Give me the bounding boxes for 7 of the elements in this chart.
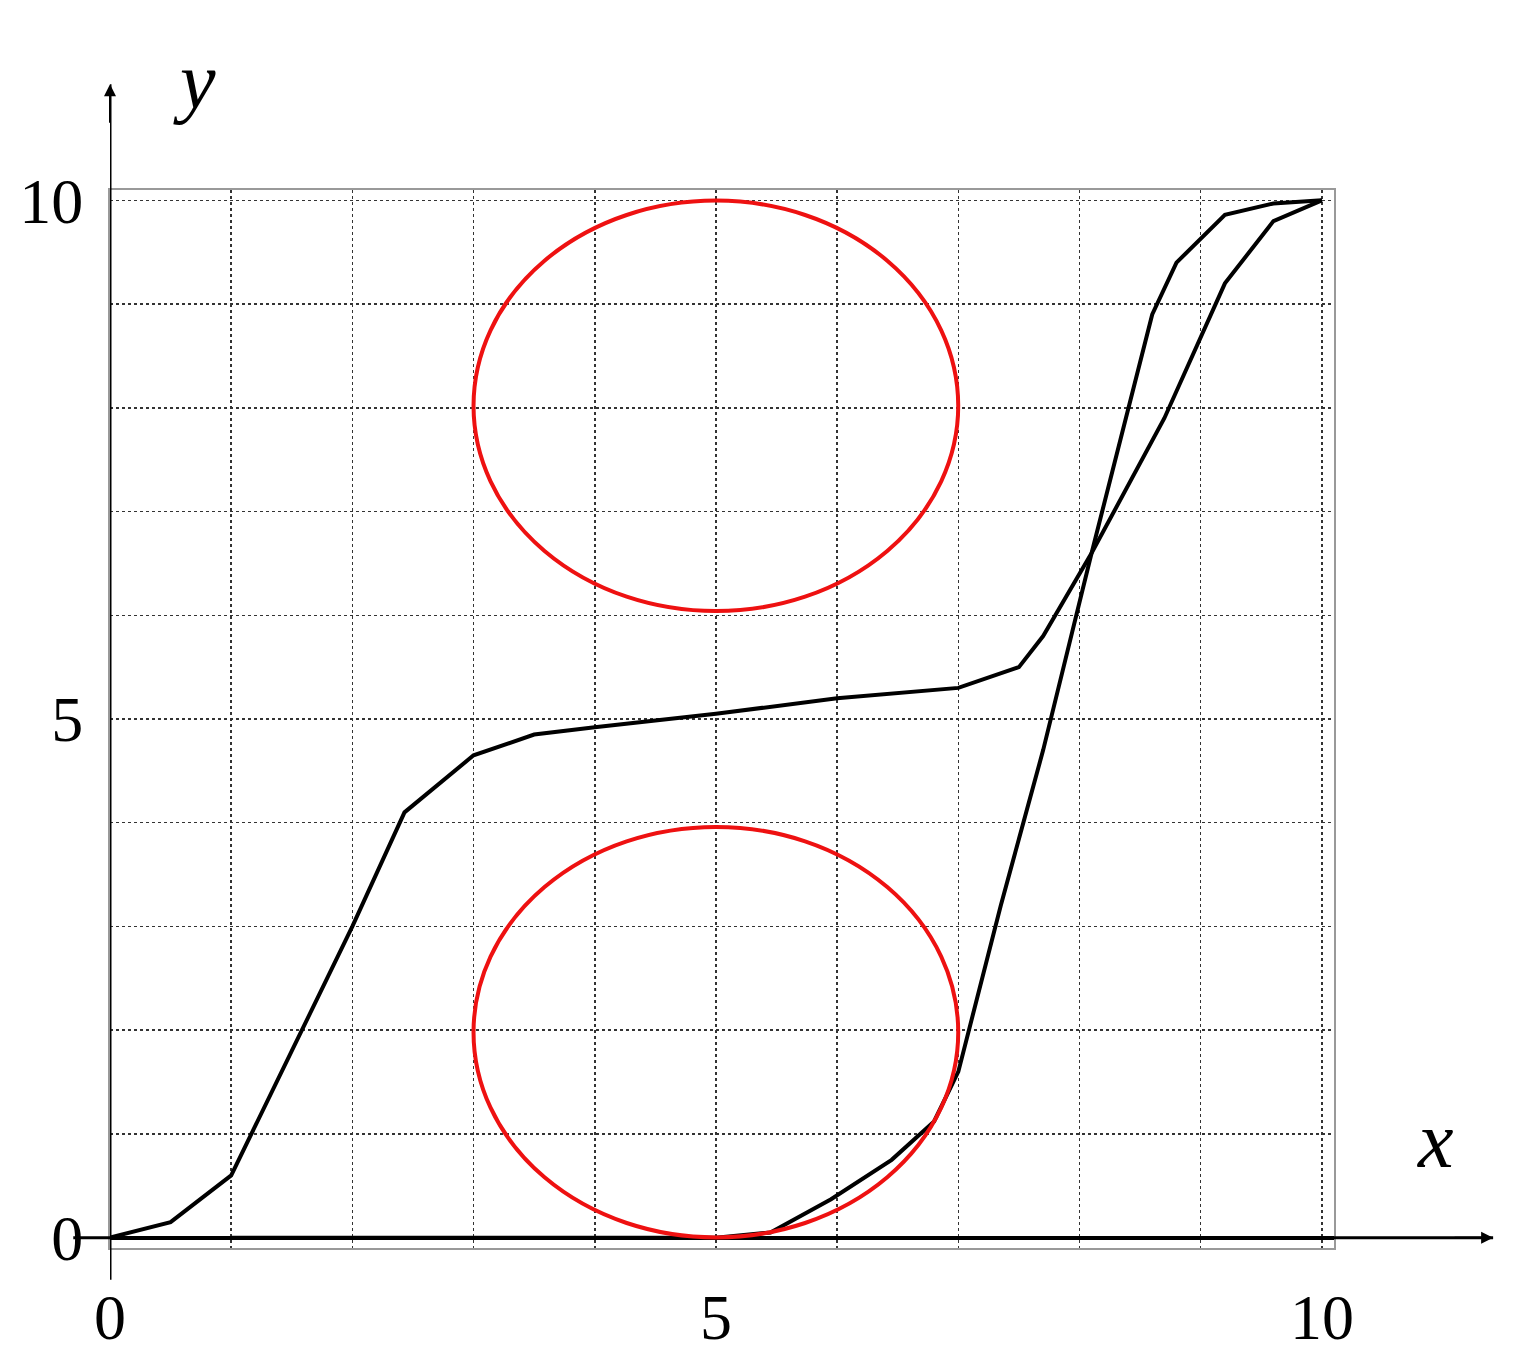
y-tick-label: 0 — [51, 1203, 84, 1275]
y-tick-label: 10 — [19, 165, 84, 237]
y-axis-title: y — [173, 37, 216, 125]
x-tick-label: 10 — [1289, 1281, 1354, 1353]
x-tick-label: 5 — [699, 1281, 732, 1353]
y-tick-label: 5 — [51, 684, 84, 756]
x-axis-title: x — [1417, 1096, 1454, 1184]
